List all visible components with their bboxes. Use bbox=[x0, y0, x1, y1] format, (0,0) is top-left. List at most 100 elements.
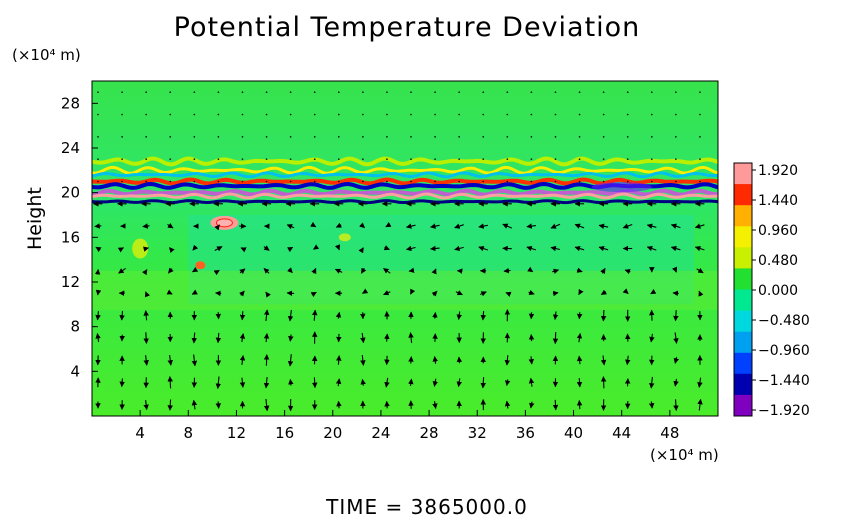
vector-arrow bbox=[311, 377, 318, 389]
x-axis: 4 8 12 16 20 24 28 32 36 40 44 48 bbox=[135, 410, 679, 442]
vector-point bbox=[386, 180, 388, 183]
vector-arrow bbox=[600, 289, 607, 296]
vector-arrow bbox=[696, 267, 704, 274]
vector-arrow bbox=[239, 333, 246, 343]
field-layer bbox=[91, 188, 719, 197]
vector-arrow bbox=[622, 223, 633, 229]
vector-arrow bbox=[671, 266, 678, 273]
vector-point bbox=[241, 91, 244, 93]
vector-point bbox=[217, 180, 220, 183]
vector-point bbox=[337, 113, 340, 116]
vector-point bbox=[193, 180, 196, 183]
x-tick-label: 4 bbox=[135, 424, 145, 442]
vector-arrow bbox=[650, 288, 657, 295]
colorbar-segment bbox=[734, 289, 752, 312]
vector-point bbox=[313, 113, 316, 116]
vector-arrow bbox=[335, 222, 342, 228]
vector-arrow bbox=[191, 354, 198, 367]
vector-arrow bbox=[143, 246, 150, 252]
vector-arrow bbox=[335, 311, 342, 319]
colorbar-segment bbox=[734, 373, 752, 396]
vector-arrow bbox=[336, 400, 342, 409]
colorbar-label: −1.440 bbox=[758, 373, 810, 389]
colorbar-segment bbox=[734, 205, 752, 227]
vector-point bbox=[362, 136, 364, 138]
vector-point bbox=[675, 91, 677, 93]
vector-point bbox=[289, 113, 292, 116]
vector-point bbox=[650, 158, 653, 160]
vector-arrow bbox=[455, 290, 463, 296]
vector-point bbox=[482, 136, 485, 138]
vector-arrow bbox=[504, 355, 511, 366]
vector-point bbox=[289, 158, 292, 160]
vector-arrow bbox=[168, 247, 175, 254]
vector-arrow bbox=[552, 268, 560, 274]
colorbar-label: 0.000 bbox=[758, 283, 798, 299]
vector-arrow bbox=[143, 355, 149, 366]
vector-point bbox=[458, 136, 460, 138]
vector-arrow bbox=[215, 290, 222, 297]
x-tick-label: 16 bbox=[275, 424, 294, 442]
vector-point bbox=[265, 158, 268, 160]
vector-point bbox=[121, 91, 123, 93]
vector-arrow bbox=[94, 223, 102, 229]
vector-point bbox=[530, 136, 533, 138]
field-layer bbox=[91, 192, 719, 200]
field-blob bbox=[591, 182, 652, 193]
vector-arrow bbox=[95, 333, 101, 343]
vector-arrow bbox=[167, 355, 173, 366]
vector-arrow bbox=[430, 223, 440, 229]
y-tick-label: 16 bbox=[61, 228, 80, 246]
vector-point bbox=[289, 91, 292, 93]
vector-point bbox=[578, 158, 581, 160]
vector-arrow bbox=[362, 288, 369, 294]
vector-arrow bbox=[598, 245, 609, 252]
vector-arrow bbox=[360, 267, 367, 274]
vector-point bbox=[410, 158, 412, 160]
vector-point bbox=[313, 91, 316, 93]
vector-point bbox=[362, 91, 364, 93]
vector-point bbox=[699, 158, 701, 160]
vector-arrow bbox=[480, 377, 486, 389]
vector-arrow bbox=[432, 356, 439, 364]
vector-arrow bbox=[239, 311, 246, 321]
vector-point bbox=[602, 136, 605, 138]
vector-point bbox=[675, 180, 677, 183]
vector-arrow bbox=[142, 223, 150, 229]
y-tick-label: 12 bbox=[61, 273, 80, 291]
vector-arrow bbox=[215, 332, 222, 344]
vector-arrow bbox=[478, 245, 488, 252]
vector-point bbox=[362, 113, 364, 116]
vector-arrow bbox=[528, 289, 535, 296]
vector-arrow bbox=[673, 378, 679, 387]
vector-point bbox=[699, 91, 701, 93]
vector-arrow bbox=[673, 399, 679, 411]
vector-point bbox=[289, 180, 292, 183]
vector-point bbox=[626, 113, 629, 116]
vector-point bbox=[121, 180, 123, 183]
x-axis-unit: (×10⁴ m) bbox=[650, 446, 719, 464]
x-tick-label: 28 bbox=[420, 424, 439, 442]
vector-point bbox=[241, 113, 244, 116]
vector-arrow bbox=[432, 311, 438, 319]
vector-point bbox=[241, 180, 244, 183]
vector-point bbox=[145, 180, 147, 183]
vector-arrow bbox=[213, 269, 220, 276]
colorbar-segment bbox=[734, 394, 752, 417]
vector-point bbox=[650, 136, 653, 138]
vector-point bbox=[434, 180, 436, 183]
vector-point bbox=[193, 158, 196, 160]
vector-arrow bbox=[648, 401, 655, 409]
vector-arrow bbox=[263, 309, 270, 322]
vector-point bbox=[337, 158, 340, 160]
x-tick-label: 36 bbox=[516, 424, 535, 442]
vector-point bbox=[121, 136, 123, 138]
vector-arrow bbox=[240, 247, 247, 253]
vector-arrow bbox=[504, 400, 511, 409]
chart-title: Potential Temperature Deviation bbox=[173, 12, 641, 43]
vector-point bbox=[699, 113, 701, 116]
vector-arrow bbox=[576, 378, 583, 388]
vector-arrow bbox=[334, 268, 343, 274]
colorbar-segment bbox=[734, 247, 752, 269]
vector-arrow bbox=[287, 267, 293, 274]
